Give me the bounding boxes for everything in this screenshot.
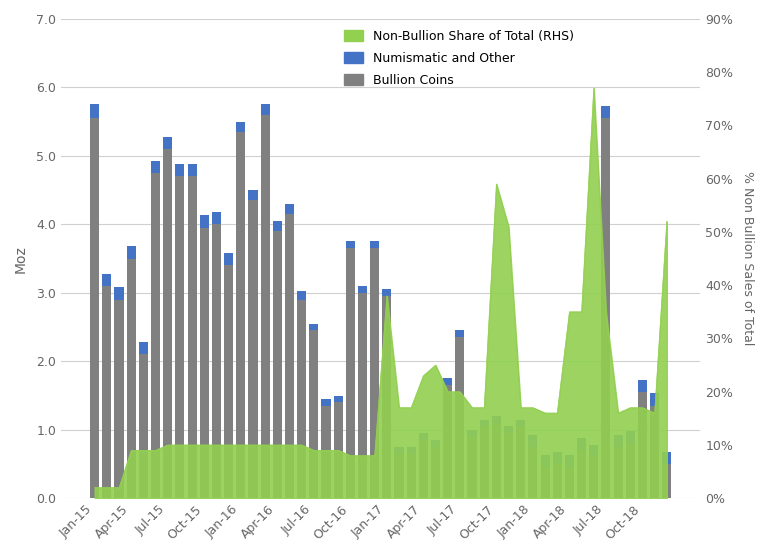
Bar [346,241,355,249]
Bar [346,249,355,498]
Bar [200,228,209,498]
Bar [297,300,306,498]
Bar [431,440,440,447]
Bar [322,406,330,498]
Bar [455,330,465,337]
Bar [90,118,99,498]
Bar [662,464,671,498]
Bar [358,293,367,498]
Bar [200,215,209,228]
Bar [333,403,343,498]
Y-axis label: Moz: Moz [14,245,28,272]
Bar [175,176,184,498]
Bar [139,355,148,498]
Bar [187,176,197,498]
Bar [577,450,586,498]
Bar [577,438,586,450]
Bar [662,451,671,464]
Bar [406,447,415,454]
Bar [382,289,392,296]
Bar [114,287,124,300]
Bar [90,105,99,118]
Bar [468,430,477,436]
Bar [528,447,538,498]
Bar [492,416,501,423]
Bar [224,253,233,265]
Bar [480,420,488,426]
Bar [260,115,270,498]
Bar [285,204,294,214]
Bar [139,342,148,355]
Bar [395,447,403,454]
Bar [614,435,623,447]
Bar [285,214,294,498]
Bar [212,212,221,224]
Bar [212,224,221,498]
Legend: Non-Bullion Share of Total (RHS), Numismatic and Other, Bullion Coins: Non-Bullion Share of Total (RHS), Numism… [339,25,579,92]
Bar [638,392,647,498]
Bar [468,436,477,498]
Bar [297,291,306,300]
Bar [528,435,538,447]
Bar [310,330,319,498]
Bar [553,464,562,498]
Bar [114,300,124,498]
Bar [492,423,501,498]
Bar [248,200,257,498]
Bar [626,431,635,444]
Bar [237,122,245,132]
Bar [650,394,659,406]
Bar [102,286,111,498]
Bar [541,455,550,468]
Bar [564,468,574,498]
Bar [395,454,403,498]
Bar [151,173,161,498]
Bar [333,395,343,403]
Bar [273,221,282,231]
Bar [516,426,525,498]
Bar [224,265,233,498]
Bar [358,286,367,293]
Bar [102,274,111,286]
Bar [516,420,525,426]
Bar [504,426,513,433]
Bar [151,161,161,173]
Bar [127,259,136,498]
Bar [370,241,379,249]
Bar [406,454,415,498]
Bar [589,445,598,457]
Bar [601,118,611,498]
Bar [163,149,172,498]
Bar [370,249,379,498]
Bar [127,246,136,259]
Bar [504,433,513,498]
Bar [443,385,452,498]
Bar [273,231,282,498]
Bar [650,406,659,498]
Bar [614,447,623,498]
Bar [589,457,598,498]
Bar [626,444,635,498]
Bar [310,324,319,330]
Bar [638,380,647,392]
Bar [382,296,392,498]
Bar [553,451,562,464]
Bar [541,468,550,498]
Bar [443,379,452,385]
Bar [601,106,611,118]
Bar [175,164,184,176]
Bar [564,455,574,468]
Bar [163,137,172,149]
Y-axis label: % Non Bullion Sales of Total: % Non Bullion Sales of Total [741,171,754,346]
Bar [260,105,270,115]
Bar [237,132,245,498]
Bar [480,426,488,498]
Bar [431,447,440,498]
Bar [455,337,465,498]
Bar [419,433,428,440]
Bar [322,399,330,406]
Bar [248,190,257,200]
Bar [419,440,428,498]
Bar [187,164,197,176]
